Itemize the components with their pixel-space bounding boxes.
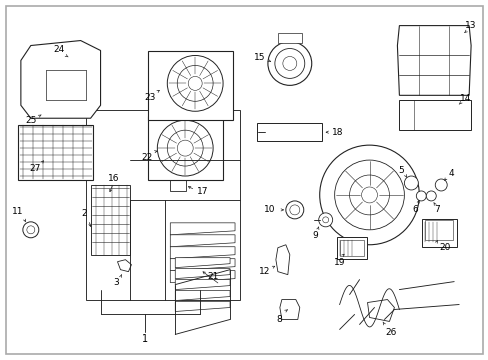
Circle shape	[404, 176, 417, 190]
Circle shape	[157, 120, 213, 176]
Text: 13: 13	[465, 21, 476, 30]
Polygon shape	[85, 110, 240, 300]
Polygon shape	[170, 223, 235, 235]
Circle shape	[274, 49, 304, 78]
Text: 11: 11	[12, 207, 23, 216]
Polygon shape	[175, 280, 229, 289]
Text: 12: 12	[259, 267, 270, 276]
Polygon shape	[397, 26, 470, 95]
Text: 14: 14	[459, 94, 470, 103]
Bar	[37, 106, 45, 114]
Text: 1: 1	[142, 334, 148, 345]
Text: 8: 8	[275, 315, 281, 324]
Polygon shape	[279, 300, 299, 319]
Polygon shape	[175, 302, 229, 311]
Text: 25: 25	[25, 116, 37, 125]
Circle shape	[285, 201, 303, 219]
Polygon shape	[175, 269, 229, 279]
Circle shape	[167, 130, 203, 166]
Polygon shape	[170, 271, 235, 283]
Circle shape	[426, 191, 435, 201]
Bar	[147, 50, 232, 120]
Circle shape	[349, 175, 388, 215]
Bar	[257, 123, 322, 141]
Text: 27: 27	[29, 163, 41, 172]
Text: 10: 10	[264, 206, 275, 215]
Text: 21: 21	[207, 272, 218, 281]
Polygon shape	[367, 300, 394, 321]
Text: 26: 26	[385, 328, 396, 337]
Bar	[90, 185, 130, 255]
Circle shape	[318, 213, 332, 227]
Polygon shape	[117, 260, 131, 272]
Text: 2: 2	[81, 210, 87, 219]
Circle shape	[319, 145, 419, 245]
Text: 4: 4	[447, 168, 453, 177]
Bar	[336, 237, 366, 259]
Text: 16: 16	[107, 174, 119, 183]
Bar	[19, 125, 93, 180]
Circle shape	[177, 66, 213, 101]
Circle shape	[27, 226, 35, 234]
Bar	[170, 179, 186, 191]
Text: 6: 6	[411, 206, 417, 215]
Polygon shape	[275, 245, 289, 275]
Polygon shape	[21, 41, 101, 118]
Text: 9: 9	[312, 231, 318, 240]
Circle shape	[282, 57, 296, 71]
Circle shape	[267, 41, 311, 85]
Polygon shape	[170, 247, 235, 259]
Text: 7: 7	[433, 206, 439, 215]
Text: 5: 5	[398, 166, 404, 175]
Bar	[339, 240, 363, 256]
Polygon shape	[175, 258, 229, 268]
Text: 22: 22	[142, 153, 153, 162]
Text: 3: 3	[113, 278, 119, 287]
Bar	[421, 219, 456, 247]
Polygon shape	[170, 235, 235, 247]
Circle shape	[177, 140, 193, 156]
Circle shape	[361, 187, 377, 203]
Bar	[277, 32, 301, 42]
Circle shape	[415, 191, 426, 201]
Text: 17: 17	[197, 188, 208, 197]
Polygon shape	[399, 100, 470, 130]
Text: 15: 15	[254, 53, 265, 62]
Text: 23: 23	[144, 93, 156, 102]
Polygon shape	[170, 259, 235, 271]
Text: 20: 20	[439, 243, 450, 252]
Text: 18: 18	[331, 128, 343, 137]
Circle shape	[434, 179, 447, 191]
Polygon shape	[175, 291, 229, 301]
Circle shape	[188, 76, 202, 90]
Circle shape	[322, 217, 328, 223]
Bar	[425, 220, 452, 240]
Bar	[147, 116, 222, 180]
Text: 19: 19	[333, 258, 345, 267]
Text: 24: 24	[53, 45, 64, 54]
Circle shape	[334, 160, 404, 230]
Circle shape	[289, 205, 299, 215]
Circle shape	[23, 222, 39, 238]
Bar	[40, 104, 61, 116]
Circle shape	[167, 55, 223, 111]
